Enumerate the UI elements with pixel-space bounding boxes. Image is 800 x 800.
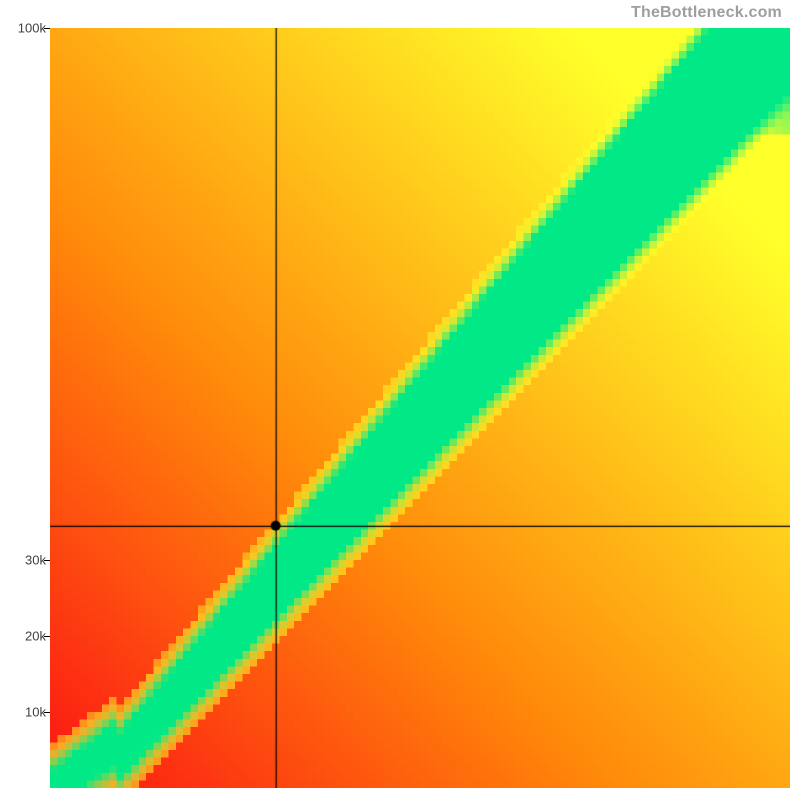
- watermark-text: TheBottleneck.com: [631, 4, 782, 22]
- y-tick-mark: [44, 712, 50, 713]
- y-tick-label: 100k: [18, 21, 46, 36]
- y-tick-mark: [44, 636, 50, 637]
- heatmap-canvas: [50, 28, 790, 788]
- y-tick-label: 10k: [25, 705, 46, 720]
- y-tick-label: 30k: [25, 553, 46, 568]
- chart-area: [50, 28, 790, 788]
- y-tick-mark: [44, 28, 50, 29]
- y-tick-label: 20k: [25, 629, 46, 644]
- y-tick-mark: [44, 560, 50, 561]
